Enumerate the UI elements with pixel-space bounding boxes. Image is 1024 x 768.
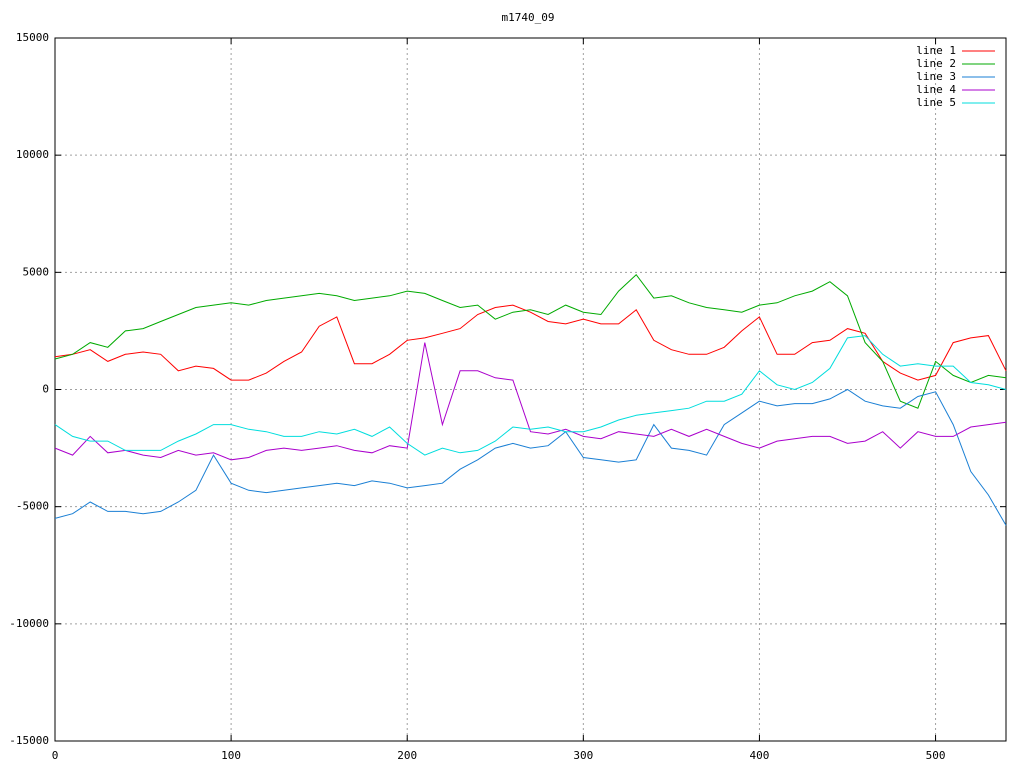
y-tick-label: -10000 [9,617,49,630]
chart-title: m1740_09 [502,11,555,24]
legend-label: line 2 [916,57,956,70]
x-tick-label: 200 [397,749,417,762]
y-tick-label: 5000 [23,265,50,278]
series-line [54,335,1007,456]
x-tick-label: 300 [573,749,593,762]
series-line [54,388,1007,526]
series-line [54,273,1007,409]
legend-label: line 3 [916,70,956,83]
x-tick-label: 500 [926,749,946,762]
x-tick-label: 400 [750,749,770,762]
y-tick-label: -15000 [9,734,49,747]
legend-label: line 5 [916,96,956,109]
y-tick-label: -5000 [16,500,49,513]
y-tick-label: 15000 [16,31,49,44]
y-tick-label: 10000 [16,148,49,161]
x-tick-label: 0 [52,749,59,762]
y-tick-label: 0 [42,383,49,396]
x-tick-label: 100 [221,749,241,762]
series-line [54,342,1007,461]
legend-label: line 4 [916,83,956,96]
legend-label: line 1 [916,44,956,57]
series-line [54,304,1007,381]
